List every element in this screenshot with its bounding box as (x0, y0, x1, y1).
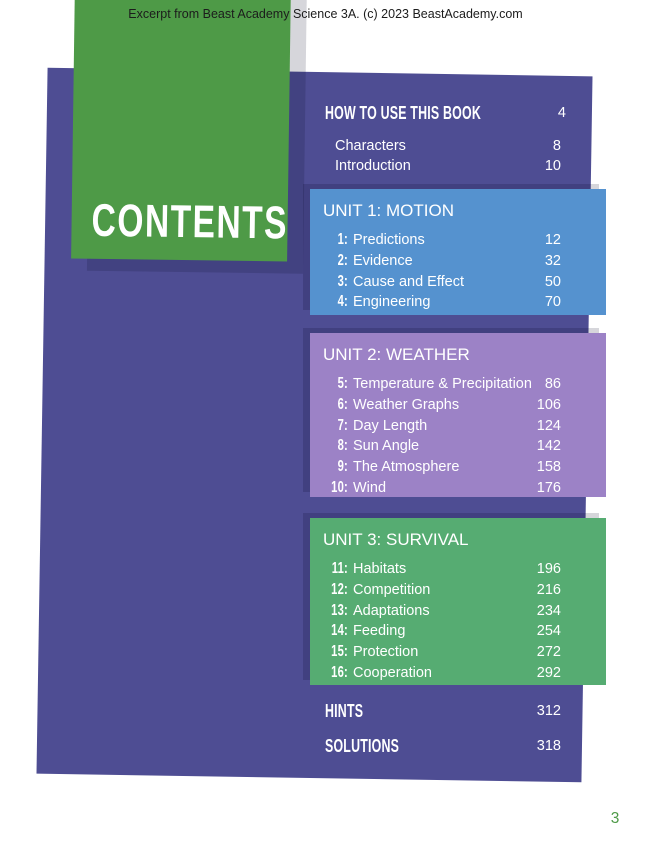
chapter-page: 196 (536, 561, 561, 577)
hints-row: HINTS 312 (325, 701, 561, 721)
chapter-title: Feeding (353, 623, 406, 640)
toc-row-introduction: Introduction 10 (335, 156, 561, 176)
chapter-number: 10: (331, 478, 348, 496)
chapter-row: 7: Day Length 124 (310, 416, 606, 437)
chapter-title: Weather Graphs (353, 396, 460, 413)
chapter-title: Predictions (353, 232, 425, 248)
solutions-page: 318 (536, 738, 561, 754)
toc-item-page: 10 (544, 158, 561, 174)
chapter-number: 7: (337, 416, 348, 434)
chapter-title: Evidence (353, 252, 413, 269)
chapter-number: 6: (337, 395, 348, 413)
copyright-note: Excerpt from Beast Academy Science 3A. (… (128, 7, 523, 21)
chapter-page: 142 (536, 438, 561, 455)
chapter-number: 2: (337, 251, 348, 269)
toc-item-label: Introduction (335, 158, 411, 174)
chapter-number: 12: (331, 580, 348, 598)
chapter-page: 292 (536, 664, 561, 681)
chapter-page: 12 (544, 232, 561, 248)
chapter-number: 14: (331, 622, 348, 640)
toc-item-page: 8 (552, 138, 561, 154)
chapter-page: 32 (544, 252, 561, 269)
chapter-page: 272 (536, 644, 561, 661)
chapter-page: 176 (536, 479, 561, 496)
chapter-number: 16: (331, 663, 348, 681)
chapter-title: Temperature & Precipitation (353, 376, 532, 392)
contents-box: CONTENTS (71, 0, 291, 262)
chapter-number: 5: (337, 375, 348, 392)
solutions-label: SOLUTIONS (325, 735, 400, 756)
toc-row-characters: Characters 8 (335, 136, 561, 156)
chapter-page: 124 (536, 417, 561, 434)
chapter-number: 8: (337, 437, 348, 455)
unit-chapter-list: 1: Predictions 12 2: Evidence 32 3: Caus… (310, 230, 606, 313)
chapter-row: 8: Sun Angle 142 (310, 436, 606, 457)
chapter-number: 9: (337, 458, 348, 476)
chapter-title: Wind (353, 479, 387, 496)
unit-box-weather: UNIT 2: WEATHER 5: Temperature & Precipi… (310, 333, 606, 497)
chapter-title: Engineering (353, 294, 431, 311)
chapter-title: Cooperation (353, 664, 432, 681)
chapter-row: 12: Competition 216 (310, 580, 606, 601)
chapter-row: 16: Cooperation 292 (310, 663, 606, 684)
unit-box-motion: UNIT 1: MOTION 1: Predictions 12 2: Evid… (310, 189, 606, 315)
chapter-row: 5: Temperature & Precipitation 86 (310, 374, 606, 395)
solutions-row: SOLUTIONS 318 (325, 736, 561, 756)
toc-item-label: Characters (335, 138, 406, 154)
chapter-page: 234 (536, 602, 561, 619)
chapter-row: 3: Cause and Effect 50 (310, 272, 606, 293)
front-matter-heading-page: 4 (557, 105, 566, 121)
unit-chapter-list: 11: Habitats 196 12: Competition 216 13:… (310, 559, 606, 684)
front-matter-heading-label: HOW TO USE THIS BOOK (325, 102, 481, 123)
unit-title: UNIT 2: WEATHER (323, 345, 470, 364)
chapter-number: 15: (331, 643, 348, 661)
unit-title: UNIT 1: MOTION (323, 201, 454, 220)
chapter-title: Adaptations (353, 602, 430, 619)
chapter-page: 70 (544, 294, 561, 311)
chapter-title: Competition (353, 581, 431, 598)
chapter-row: 10: Wind 176 (310, 478, 606, 499)
chapter-page: 158 (536, 459, 561, 476)
chapter-page: 86 (544, 376, 561, 392)
chapter-row: 6: Weather Graphs 106 (310, 395, 606, 416)
chapter-page: 254 (536, 623, 561, 640)
chapter-title: The Atmosphere (353, 459, 460, 476)
chapter-row: 1: Predictions 12 (310, 230, 606, 251)
unit-chapter-list: 5: Temperature & Precipitation 86 6: Wea… (310, 374, 606, 499)
chapter-row: 15: Protection 272 (310, 642, 606, 663)
unit-box-survival: UNIT 3: SURVIVAL 11: Habitats 196 12: Co… (310, 518, 606, 685)
page-title: CONTENTS (91, 193, 289, 249)
chapter-row: 14: Feeding 254 (310, 621, 606, 642)
chapter-row: 4: Engineering 70 (310, 292, 606, 313)
hints-page: 312 (536, 703, 561, 719)
chapter-page: 106 (536, 396, 561, 413)
unit-title: UNIT 3: SURVIVAL (323, 530, 469, 549)
chapter-row: 2: Evidence 32 (310, 251, 606, 272)
chapter-title: Cause and Effect (353, 273, 464, 290)
front-matter-heading-row: HOW TO USE THIS BOOK 4 (325, 102, 566, 123)
chapter-title: Habitats (353, 561, 407, 577)
hints-label: HINTS (325, 700, 364, 721)
chapter-row: 11: Habitats 196 (310, 559, 606, 580)
chapter-row: 13: Adaptations 234 (310, 601, 606, 622)
chapter-number: 4: (337, 293, 348, 311)
chapter-number: 3: (337, 272, 348, 290)
chapter-title: Day Length (353, 417, 428, 434)
chapter-title: Protection (353, 644, 419, 661)
chapter-page: 216 (536, 581, 561, 598)
chapter-number: 1: (337, 231, 348, 248)
chapter-number: 13: (331, 601, 348, 619)
chapter-number: 11: (331, 560, 348, 577)
chapter-row: 9: The Atmosphere 158 (310, 457, 606, 478)
footer-page-number: 3 (610, 810, 620, 827)
chapter-page: 50 (544, 273, 561, 290)
chapter-title: Sun Angle (353, 438, 420, 455)
